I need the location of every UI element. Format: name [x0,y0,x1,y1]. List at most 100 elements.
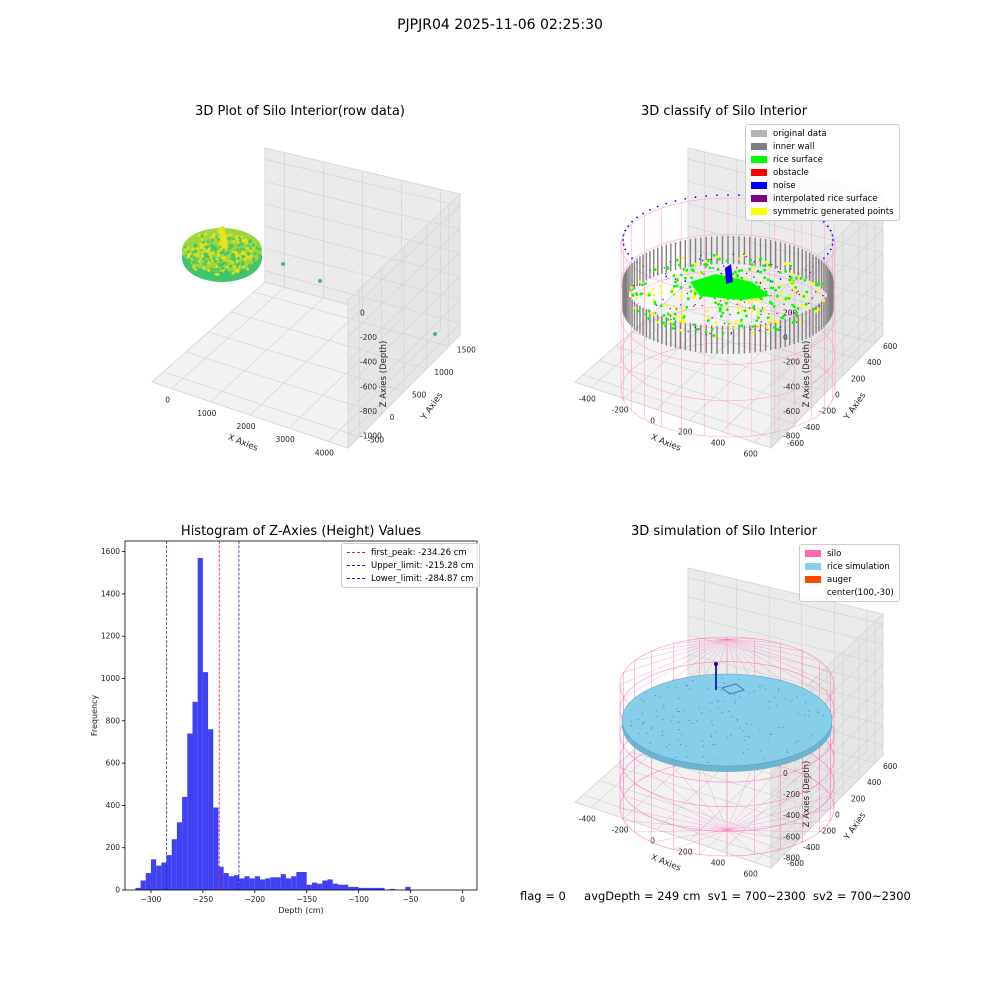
sim-rice-point [739,696,741,698]
cls-surface-point [816,308,820,311]
cls-surface-point [655,320,659,324]
sim-rice-point [761,684,763,686]
cls-noise-point [727,194,729,196]
cls-noise-point [694,196,697,199]
cls-legend-entry: obstacle [751,166,894,179]
histogram-legend-entry: Upper_limit: -215.28 cm [347,559,474,572]
raw-point [201,254,205,258]
cls-noise-point [674,200,677,202]
histogram-bar [322,880,328,890]
raw-point [185,258,189,262]
sim-legend-entry: auger [805,573,894,586]
raw-x-axis-label: X Axies [226,433,259,454]
sim-rice-point [650,728,652,730]
cls-surface-point [799,277,803,280]
cls-surface-point [779,326,781,328]
cls-surface-point [820,282,824,286]
cls-surface-point [733,326,736,330]
cls-surface-point [633,284,635,287]
cls-surface-point [749,259,752,262]
cls-surface-point [770,263,773,266]
cls-surface-point [795,314,799,318]
raw-y-gridline [185,268,382,415]
cls-surface-point [773,326,776,329]
cls-surface-point [700,254,702,256]
sim-rice-point [696,720,698,722]
cls-surface-point [639,284,641,286]
sim-rice-point [643,722,645,724]
sim-rice-point [768,701,770,703]
raw-point [229,233,233,237]
cls-surface-point [691,290,695,294]
cls-legend-swatch [751,182,767,189]
cls-surface-point [724,301,728,305]
raw-point [234,269,238,273]
cls-surface-point [672,274,676,277]
cls-noise-point [823,220,825,223]
status-sv1: sv1 = 700~2300 [707,889,806,903]
raw-point [204,232,208,236]
raw-x-tick-label: 3000 [276,435,295,444]
status-line: flag = 0 avgDepth = 249 cm sv1 = 700~230… [520,889,911,903]
cls-surface-point [704,266,707,268]
cls-legend-entry: inner wall [751,140,894,153]
raw-point [248,240,252,244]
sim-rice-point [782,726,784,728]
sim-rice-point [721,689,723,692]
cls-y-tick-label: 400 [867,358,882,367]
cls-surface-point [792,318,796,322]
histogram-frame [124,540,478,891]
cls-surface-point [737,324,741,328]
cls-surface-point [694,292,697,296]
histogram-y-tick-label: 1400 [101,589,120,598]
cls-surface-point [730,332,733,334]
sim-floor-rib [623,795,728,831]
cls-noise-point [622,234,625,237]
classify-legend: original data inner wall rice surface obsta… [745,124,900,221]
cls-surface-point [678,263,681,267]
histogram-y-tick-label: 0 [115,886,120,895]
raw-point [213,259,217,263]
histogram-y-tick-label: 800 [106,716,121,725]
raw-point [207,268,211,272]
cls-surface-point [798,293,800,296]
cls-surface-point [757,316,760,320]
histogram-bar [239,878,245,890]
raw-point [201,243,205,247]
sim-legend-label: auger [827,574,852,585]
raw-y-tick-label: 500 [412,391,427,400]
sim-y-tick-label: 0 [835,811,840,820]
cls-noise-point [665,202,668,205]
cls-noise-point [831,234,834,237]
cls-surface-point [764,260,768,264]
sim-floor-rib [673,766,728,831]
raw-x-tick-label: 1000 [197,409,216,418]
cls-surface-point [669,315,672,317]
raw-point [192,265,196,269]
cls-surface-point [763,276,767,280]
cls-surface-point [815,282,818,286]
cls-surface-point [719,303,723,307]
cls-y-tick-label: 0 [835,391,840,400]
raw-point [204,259,208,263]
sim-rice-point [649,742,652,744]
sim-y-tick-label: 400 [867,778,882,787]
sim-roof-rib [726,638,781,644]
cls-surface-point [795,321,798,323]
raw-point [223,270,227,274]
raw-z-tick-label: -800 [360,407,377,416]
sim-rice-point [773,696,776,699]
cls-surface-point [706,316,710,320]
sim-rice-point [641,698,643,701]
cls-surface-point [804,302,808,306]
sim-floor-rib [726,829,755,855]
cls-x-tick-label: 600 [744,450,759,459]
sim-floor-rib [634,783,728,831]
cls-surface-point [728,320,731,324]
cls-surface-point [794,286,797,289]
cls-surface-point [815,291,817,293]
cls-surface-point [751,325,755,328]
raw-point [206,244,210,249]
sim-rice-point [762,757,765,759]
sim-roof-rib [726,638,831,673]
